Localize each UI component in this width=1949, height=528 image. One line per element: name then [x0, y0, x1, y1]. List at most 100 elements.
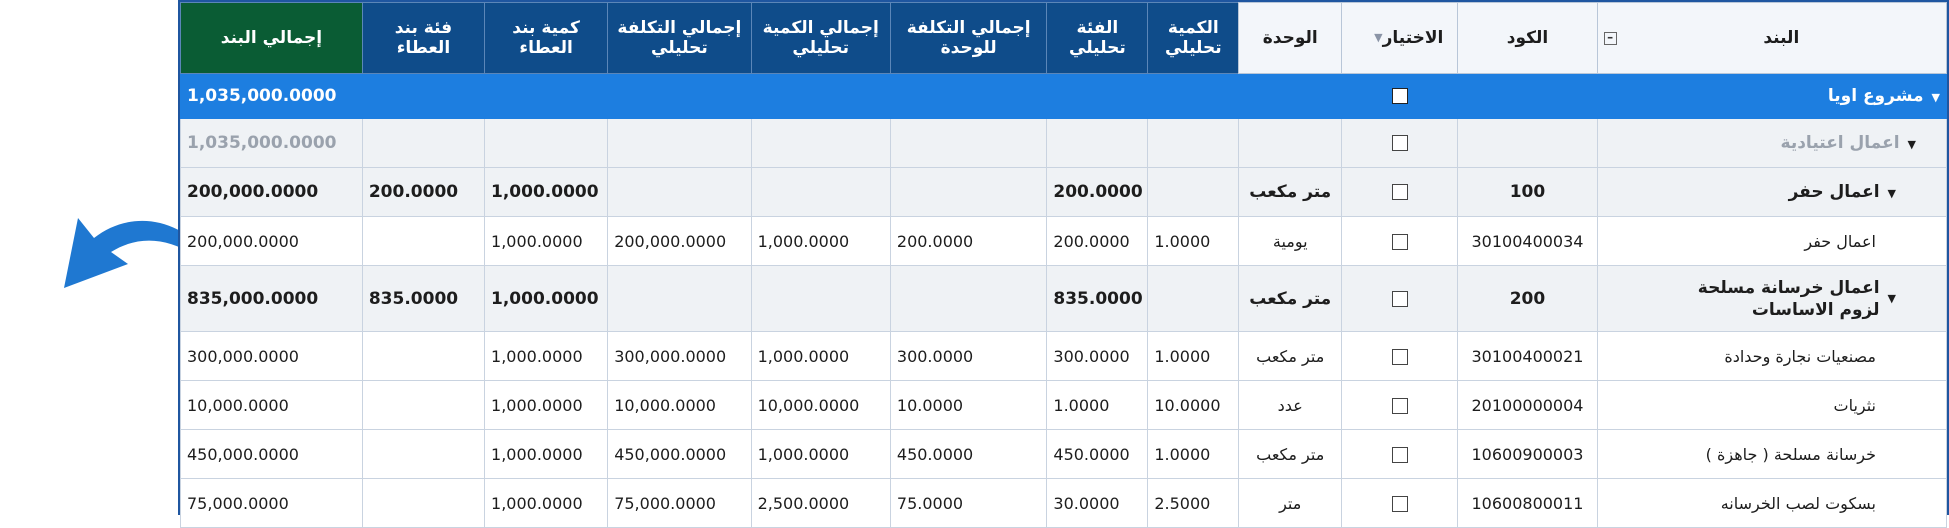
col-header-qty-analytic[interactable]: الكمية تحليلي — [1147, 2, 1240, 74]
row-tender-qty-cell: 1,000.0000 — [484, 265, 609, 332]
row-tender-rate-cell — [361, 380, 486, 430]
row-select-cell[interactable] — [1341, 118, 1459, 168]
row-select-cell[interactable] — [1341, 380, 1459, 430]
row-item-cell[interactable]: مصنعيات نجارة وحدادة — [1596, 331, 1948, 381]
col-header-item[interactable]: البند – — [1596, 2, 1948, 74]
col-header-rate-analytic[interactable]: الفئة تحليلي — [1046, 2, 1149, 74]
row-item-cell[interactable]: اعمال حفر — [1596, 216, 1948, 266]
row-item-cell[interactable]: ▼اعمال اعتيادية — [1596, 118, 1948, 168]
boq-table: البند – الكود الاختيار ▼ الوحدة الكمية تح… — [180, 2, 1948, 528]
expand-caret-icon[interactable]: ▼ — [1907, 138, 1916, 151]
row-total-qty-analytic-cell: 1,000.0000 — [750, 331, 891, 381]
row-unit-cell: متر مكعب — [1238, 331, 1343, 381]
row-total-cost-analytic-cell — [607, 73, 752, 119]
row-total-unit-cost-cell — [889, 118, 1048, 168]
row-tender-rate-cell — [361, 73, 486, 119]
col-header-total-cost-analytic[interactable]: إجمالي التكلفة تحليلي — [607, 2, 752, 74]
row-checkbox[interactable] — [1391, 398, 1408, 414]
table-row[interactable]: نثريات 20100000004 عدد 10.0000 1.0000 10… — [180, 380, 1948, 430]
row-total-unit-cost-cell — [889, 73, 1048, 119]
row-unit-cell: متر — [1238, 478, 1343, 528]
row-total-unit-cost-cell: 10.0000 — [889, 380, 1048, 430]
row-tender-rate-cell: 200.0000 — [361, 167, 486, 217]
row-checkbox[interactable] — [1391, 496, 1408, 512]
col-header-tender-qty[interactable]: كمية بند العطاء — [484, 2, 609, 74]
row-select-cell[interactable] — [1341, 331, 1459, 381]
expand-caret-icon[interactable]: ▼ — [1931, 91, 1940, 104]
table-row[interactable]: خرسانة مسلحة ( جاهزة ) 10600900003 متر م… — [180, 429, 1948, 479]
table-row[interactable]: مصنعيات نجارة وحدادة 30100400021 متر مكع… — [180, 331, 1948, 381]
row-checkbox[interactable] — [1391, 447, 1408, 463]
row-qty-analytic-cell: 2.5000 — [1147, 478, 1240, 528]
row-select-cell[interactable] — [1341, 478, 1459, 528]
row-checkbox[interactable] — [1391, 349, 1408, 365]
row-qty-analytic-cell — [1147, 118, 1240, 168]
row-total-qty-analytic-cell — [750, 265, 891, 332]
row-item-cell[interactable]: بسكوت لصب الخرسانه — [1596, 478, 1948, 528]
row-item-cell[interactable]: ▼ اعمال خرسانة مسلحة لزوم الاساسات — [1596, 265, 1948, 332]
row-checkbox[interactable] — [1391, 184, 1408, 200]
row-rate-analytic-cell: 200.0000 — [1046, 216, 1149, 266]
col-header-tender-rate[interactable]: فئة بند العطاء — [361, 2, 486, 74]
row-total-qty-analytic-cell — [750, 73, 891, 119]
collapse-all-icon[interactable]: – — [1603, 31, 1617, 45]
row-item-cell[interactable]: خرسانة مسلحة ( جاهزة ) — [1596, 429, 1948, 479]
row-qty-analytic-cell — [1147, 167, 1240, 217]
row-tender-qty-cell: 1,000.0000 — [484, 478, 609, 528]
table-row-group[interactable]: ▼اعمال حفر 100 متر مكعب 200.0000 1,000.0… — [180, 167, 1948, 217]
row-code-cell: 10600900003 — [1457, 429, 1598, 479]
table-row[interactable]: بسكوت لصب الخرسانه 10600800011 متر 2.500… — [180, 478, 1948, 528]
row-tender-rate-cell — [361, 478, 486, 528]
row-unit-cell: متر مكعب — [1238, 167, 1343, 217]
row-qty-analytic-cell: 1.0000 — [1147, 216, 1240, 266]
row-unit-cell: يومية — [1238, 216, 1343, 266]
row-checkbox[interactable] — [1391, 135, 1408, 151]
row-code-cell: 30100400034 — [1457, 216, 1598, 266]
table-row-group[interactable]: ▼اعمال اعتيادية 1,035,000.0000 — [180, 118, 1948, 168]
col-header-total-qty-analytic[interactable]: إجمالي الكمية تحليلي — [750, 2, 891, 74]
row-item-cell[interactable]: ▼اعمال حفر — [1596, 167, 1948, 217]
row-code-cell: 20100000004 — [1457, 380, 1598, 430]
col-header-selection[interactable]: الاختيار ▼ — [1341, 2, 1459, 74]
table-row-group[interactable]: ▼ اعمال خرسانة مسلحة لزوم الاساسات 200 م… — [180, 265, 1948, 332]
table-row-project[interactable]: ▼مشروع اويا 1,035,000.0000 — [180, 73, 1948, 119]
col-header-item-total[interactable]: إجمالي البند — [180, 2, 363, 74]
row-checkbox[interactable] — [1391, 290, 1408, 307]
row-item-cell[interactable]: ▼مشروع اويا — [1596, 73, 1948, 119]
row-total-cost-analytic-cell: 10,000.0000 — [607, 380, 752, 430]
row-unit-cell — [1238, 118, 1343, 168]
expand-caret-icon[interactable]: ▼ — [1887, 292, 1896, 305]
expand-caret-icon[interactable]: ▼ — [1887, 187, 1896, 200]
row-checkbox[interactable] — [1391, 88, 1408, 104]
row-qty-analytic-cell — [1147, 73, 1240, 119]
row-unit-cell: عدد — [1238, 380, 1343, 430]
row-item-total-cell: 75,000.0000 — [180, 478, 363, 528]
row-total-unit-cost-cell — [889, 265, 1048, 332]
header-row: البند – الكود الاختيار ▼ الوحدة الكمية تح… — [180, 2, 1948, 74]
row-item-total-cell: 200,000.0000 — [180, 167, 363, 217]
filter-dropdown-icon[interactable]: ▼ — [1374, 31, 1383, 44]
col-header-code[interactable]: الكود — [1457, 2, 1598, 74]
row-item-cell[interactable]: نثريات — [1596, 380, 1948, 430]
row-select-cell[interactable] — [1341, 429, 1459, 479]
row-qty-analytic-cell: 1.0000 — [1147, 331, 1240, 381]
col-header-total-unit-cost[interactable]: إجمالي التكلفة للوحدة — [889, 2, 1048, 74]
row-checkbox[interactable] — [1391, 234, 1408, 250]
row-code-cell: 200 — [1457, 265, 1598, 332]
col-header-unit[interactable]: الوحدة — [1238, 2, 1343, 74]
row-total-unit-cost-cell: 300.0000 — [889, 331, 1048, 381]
row-select-cell[interactable] — [1341, 216, 1459, 266]
row-code-cell — [1457, 118, 1598, 168]
table-row[interactable]: اعمال حفر 30100400034 يومية 1.0000 200.0… — [180, 216, 1948, 266]
row-select-cell[interactable] — [1341, 265, 1459, 332]
row-total-cost-analytic-cell: 300,000.0000 — [607, 331, 752, 381]
row-tender-qty-cell — [484, 73, 609, 119]
row-select-cell[interactable] — [1341, 73, 1459, 119]
row-total-qty-analytic-cell: 1,000.0000 — [750, 216, 891, 266]
row-code-cell: 100 — [1457, 167, 1598, 217]
row-rate-analytic-cell: 200.0000 — [1046, 167, 1149, 217]
row-qty-analytic-cell — [1147, 265, 1240, 332]
row-rate-analytic-cell: 1.0000 — [1046, 380, 1149, 430]
row-select-cell[interactable] — [1341, 167, 1459, 217]
row-item-total-cell: 450,000.0000 — [180, 429, 363, 479]
